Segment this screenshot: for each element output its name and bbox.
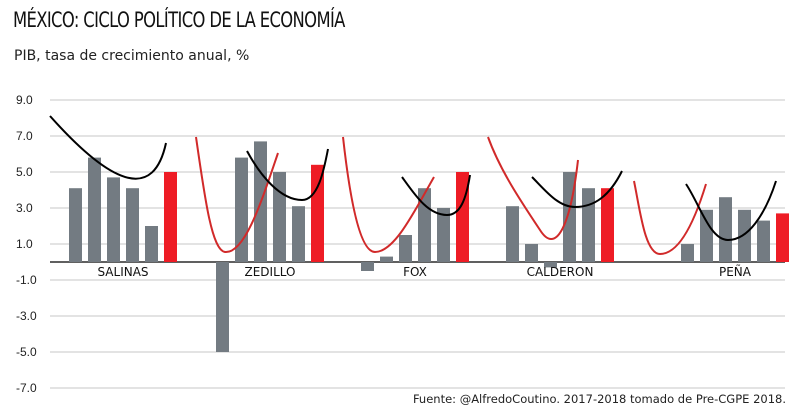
group-label: FOX [403,265,427,279]
y-tick-label: -1.0 [16,273,37,287]
trend-curve-black [401,174,471,217]
bar [738,209,751,262]
y-tick-label: 5.0 [16,165,33,179]
bar [757,220,770,262]
bar [107,177,120,262]
y-tick-label: 3.0 [16,201,33,215]
bar [719,197,732,262]
bar [292,206,305,262]
y-tick-label: 1.0 [16,237,33,251]
bar [145,226,158,262]
y-tick-label: 9.0 [16,93,33,107]
y-tick-label: -3.0 [16,309,37,323]
bar-election-year [164,172,177,262]
bar [216,262,229,352]
bar-election-year [601,188,614,262]
y-tick-label: 7.0 [16,129,33,143]
bar [681,244,694,262]
bar [399,235,412,262]
bar [582,188,595,262]
trend-curve-red [195,136,279,254]
bar-election-year [311,164,324,262]
bar [700,209,713,262]
trend-curve-black [246,148,329,202]
bar [437,208,450,262]
chart-source-note: Fuente: @AlfredoCoutino. 2017-2018 tomad… [412,392,786,406]
chart-subtitle: PIB, tasa de crecimiento anual, % [14,48,250,64]
trend-curve-black [531,170,623,209]
group-label: PEÑA [719,264,752,279]
bar [506,206,519,262]
bar-election-year [776,213,789,262]
y-tick-label: -5.0 [16,345,37,359]
chart-title: MÉXICO: CICLO POLÍTICO DE LA ECONOMÍA [13,8,345,32]
bar [88,157,101,262]
trend-curve-red [342,136,435,254]
bar [273,172,286,262]
bar [361,262,374,271]
bar [69,188,82,262]
trend-curve-red [633,180,707,256]
group-label: SALINAS [97,265,148,279]
trend-curve-red [487,136,579,240]
bar [544,262,557,268]
bar [126,188,139,262]
group-label: CALDERON [527,265,594,279]
trend-curve-black [685,180,777,242]
trend-curve-black [49,115,167,180]
y-tick-label: -7.0 [16,381,37,395]
bar [525,244,538,262]
group-label: ZEDILLO [245,265,296,279]
bar [380,256,393,262]
